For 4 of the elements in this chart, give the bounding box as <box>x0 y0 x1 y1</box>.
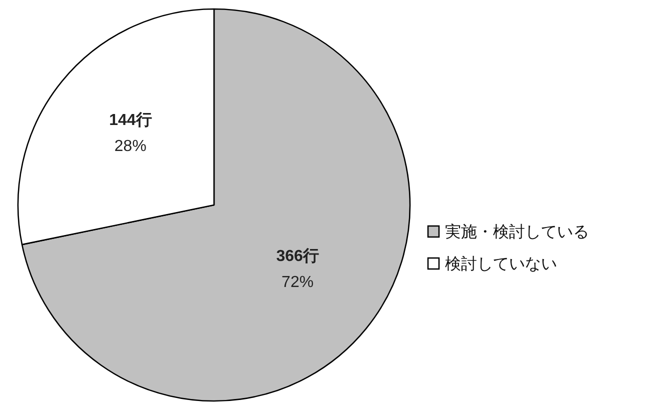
legend-label: 実施・検討している <box>445 223 589 241</box>
data-label: 144行 28% <box>109 110 152 155</box>
legend-label: 検討していない <box>445 255 557 273</box>
data-label: 366行 72% <box>276 247 319 292</box>
